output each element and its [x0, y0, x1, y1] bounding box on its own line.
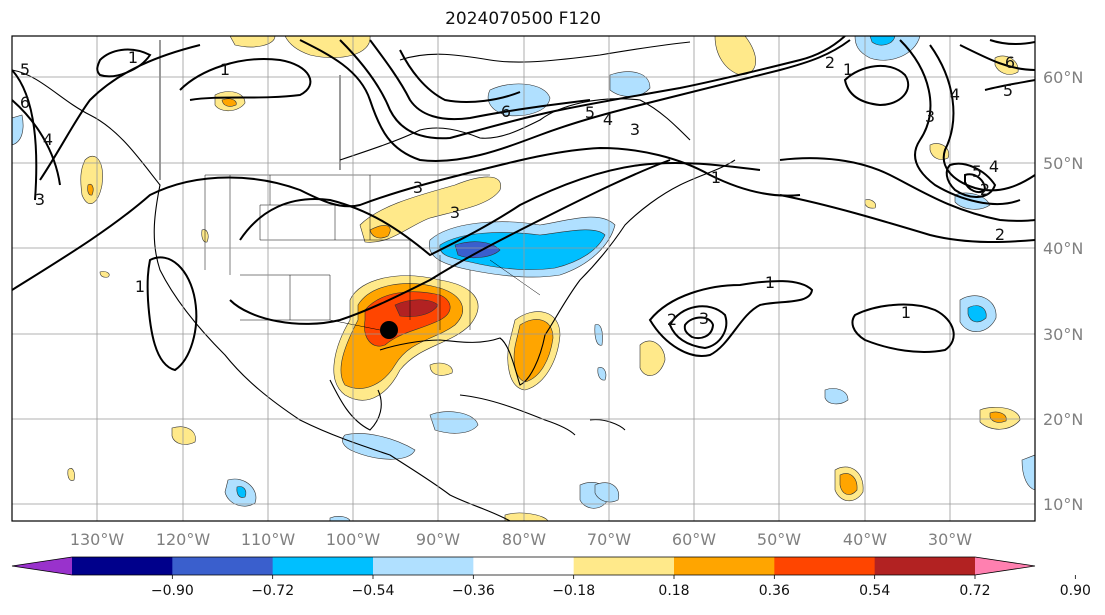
contour-label: 5	[585, 103, 595, 122]
lon-tick-label: 70°W	[587, 530, 631, 549]
contour-label: 1	[765, 273, 775, 292]
colorbar-swatch	[373, 557, 474, 575]
contour-label: 1	[711, 168, 721, 187]
map-title: 2024070500 F120	[445, 9, 601, 29]
colorbar-tick-label: 0.90	[1060, 583, 1091, 599]
contour-label: 5	[20, 60, 30, 79]
colorbar-swatch	[172, 557, 274, 575]
contour-label: 3	[699, 309, 709, 328]
contour-label: 6	[501, 102, 511, 121]
lon-tick-label: 90°W	[416, 530, 460, 549]
contour-label: 1	[220, 60, 230, 79]
colorbar-swatch	[674, 557, 775, 575]
colorbar-tick-label: 0.54	[859, 583, 890, 599]
lon-tick-label: 60°W	[672, 530, 716, 549]
contour-label: 2	[995, 225, 1005, 244]
graticule	[12, 36, 1035, 521]
colorbar-swatch	[473, 557, 575, 575]
lat-tick-label: 40°N	[1043, 239, 1083, 258]
contour-label: 5	[1003, 81, 1013, 100]
colorbar-tick-label: 0.72	[959, 583, 990, 599]
latitude-labels: 60°N 50°N 40°N 30°N 20°N 10°N	[1043, 68, 1083, 514]
lat-tick-label: 10°N	[1043, 495, 1083, 514]
contour-label-group: 1 1 1 2 3 3 4 4 5 5 6 6 5 4 3 2 1 1 2 3 …	[20, 48, 1015, 329]
lon-tick-label: 120°W	[156, 530, 211, 549]
contour-label: 4	[989, 157, 999, 176]
lon-tick-label: 110°W	[241, 530, 296, 549]
contour-lines	[12, 36, 1035, 372]
contour-label: 1	[901, 303, 911, 322]
colorbar-swatch	[573, 557, 675, 575]
colorbar-tick-label: 0.18	[658, 583, 689, 599]
contour-label: 3	[925, 107, 935, 126]
colorbar-swatch	[774, 557, 876, 575]
lon-tick-label: 130°W	[70, 530, 125, 549]
colorbar-tick-label: −0.72	[251, 583, 294, 599]
contour-label: 1	[843, 60, 853, 79]
contour-label: 3	[35, 190, 45, 209]
colorbar-tick-label: −0.36	[452, 583, 495, 599]
contour-label: 4	[603, 110, 613, 129]
coastlines	[12, 40, 736, 521]
colorbar-tick-label: −0.90	[151, 583, 194, 599]
lon-tick-label: 100°W	[326, 530, 381, 549]
lat-tick-label: 30°N	[1043, 325, 1083, 344]
colorbar-tick-label: −0.18	[552, 583, 595, 599]
lon-tick-label: 50°W	[757, 530, 801, 549]
colorbar-extend-low	[12, 557, 72, 575]
contour-label: 6	[20, 93, 30, 112]
colorbar: −0.90 −0.72 −0.54 −0.36 −0.18 0.18 0.36 0.54 0.7…	[11, 556, 1091, 599]
colorbar-outline	[11, 556, 1036, 576]
lon-tick-label: 30°W	[928, 530, 972, 549]
contour-label: 2	[825, 53, 835, 72]
contour-label: 2	[980, 180, 990, 199]
contour-label: 3	[630, 120, 640, 139]
contour-label: 2	[667, 310, 677, 329]
colorbar-tick-label: −0.54	[352, 583, 395, 599]
colorbar-swatch	[272, 557, 374, 575]
state-borders	[204, 174, 541, 331]
longitude-labels: 130°W 120°W 110°W 100°W 90°W 80°W 70°W 6…	[70, 530, 972, 549]
contour-label: 4	[43, 130, 53, 149]
contour-label: 3	[450, 203, 460, 222]
lat-tick-label: 50°N	[1043, 154, 1083, 173]
contour-label: 5	[972, 162, 982, 181]
lat-tick-label: 60°N	[1043, 68, 1083, 87]
map-border	[11, 35, 1036, 522]
lon-tick-label: 80°W	[502, 530, 546, 549]
contour-label: 6	[1005, 53, 1015, 72]
contour-label: 3	[413, 178, 423, 197]
colorbar-swatch	[72, 557, 173, 575]
contour-label: 1	[135, 277, 145, 296]
contour-label: 4	[950, 85, 960, 104]
colorbar-swatch	[874, 557, 976, 575]
contour-label: 1	[128, 48, 138, 67]
lat-tick-label: 20°N	[1043, 410, 1083, 429]
lon-tick-label: 40°W	[843, 530, 887, 549]
storm-position-dot	[380, 321, 398, 339]
colorbar-tick-label: 0.36	[759, 583, 790, 599]
colorbar-extend-high	[975, 557, 1035, 575]
